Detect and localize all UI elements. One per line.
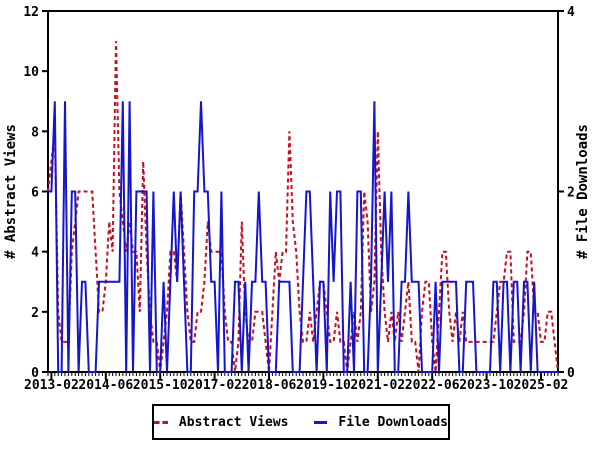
file-downloads-line-sample bbox=[313, 420, 328, 424]
left-axis-tick-label: 4 bbox=[31, 246, 39, 261]
right-axis-tick-label: 2 bbox=[567, 186, 575, 201]
left-axis-tick-label: 12 bbox=[23, 5, 39, 20]
x-axis-tick-label: 2015-10 bbox=[133, 378, 188, 393]
right-axis-title: # File Downloads bbox=[575, 124, 591, 259]
left-axis-tick-label: 0 bbox=[31, 366, 39, 381]
x-axis-tick-label: 2013-02 bbox=[24, 378, 79, 393]
x-axis-tick-label: 2017-02 bbox=[187, 378, 242, 393]
left-axis-title: # Abstract Views bbox=[3, 124, 19, 259]
legend-label-abstract-views: Abstract Views bbox=[178, 414, 289, 430]
abstract-views-line bbox=[47, 41, 559, 373]
right-axis-tick-label: 0 bbox=[567, 366, 575, 381]
abstract-views-line-sample bbox=[154, 420, 168, 424]
x-axis-tick-label: 2014-06 bbox=[78, 378, 133, 393]
legend: Abstract Views File Downloads bbox=[152, 404, 450, 440]
legend-label-file-downloads: File Downloads bbox=[338, 414, 448, 430]
file-downloads-line bbox=[48, 101, 558, 373]
x-axis-tick-label: 2019-10 bbox=[296, 378, 351, 393]
x-axis-tick-label: 2018-06 bbox=[242, 378, 297, 393]
left-axis-tick-label: 6 bbox=[31, 186, 39, 201]
left-axis-tick-label: 10 bbox=[23, 65, 39, 80]
x-axis-tick-label: 2021-02 bbox=[350, 378, 405, 393]
left-axis-tick-label: 8 bbox=[31, 125, 39, 140]
right-axis-tick-label: 4 bbox=[567, 5, 575, 20]
left-axis-tick-label: 2 bbox=[31, 306, 39, 321]
x-axis-tick-label: 2022-06 bbox=[405, 378, 460, 393]
x-axis-tick-label: 2025-02 bbox=[514, 378, 569, 393]
x-axis-tick-label: 2023-10 bbox=[459, 378, 514, 393]
